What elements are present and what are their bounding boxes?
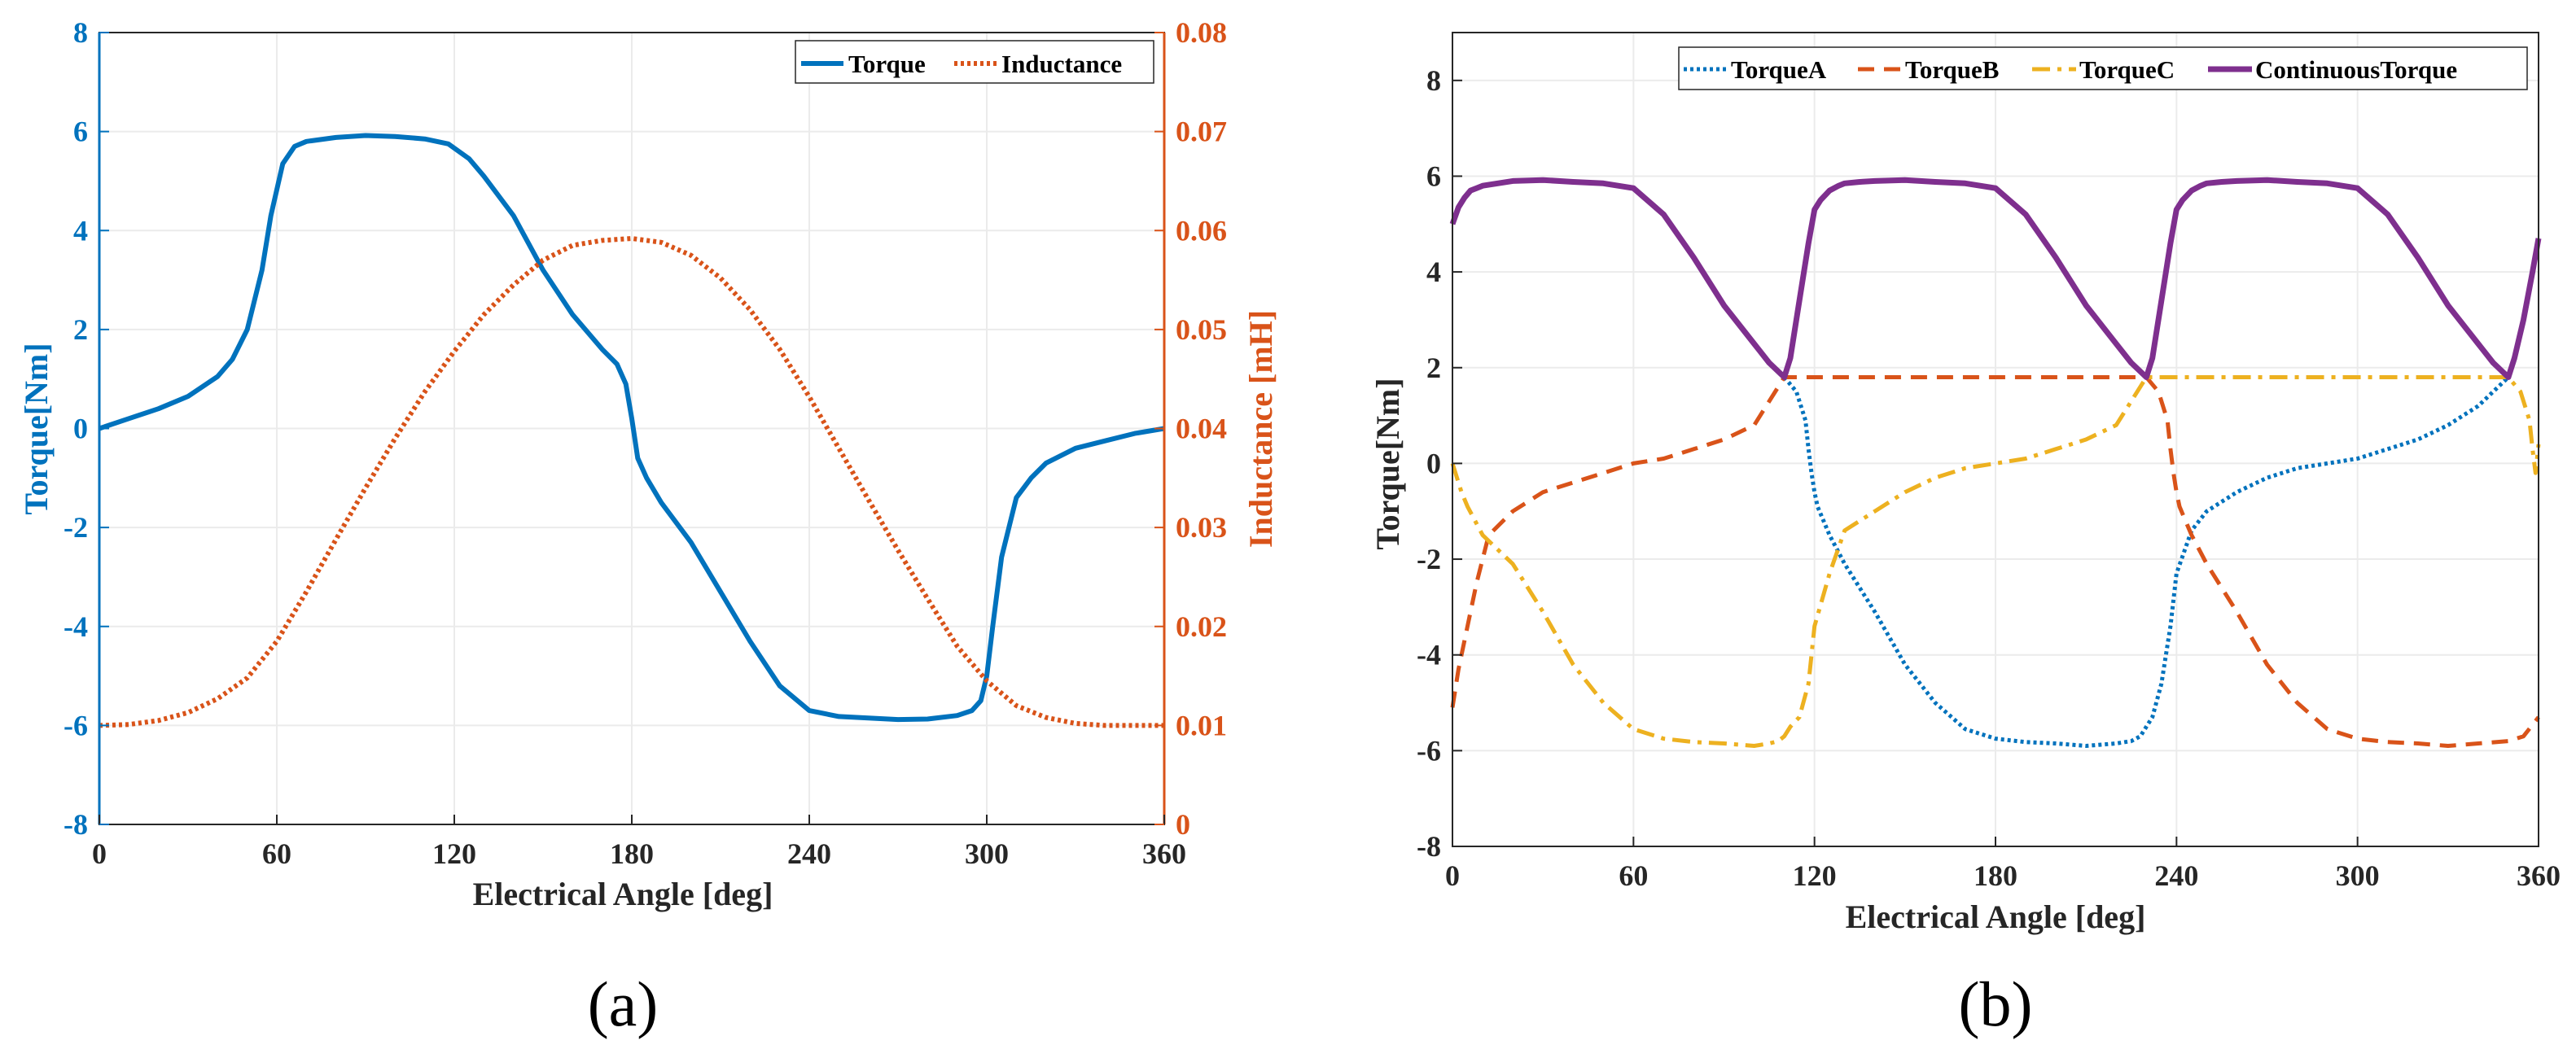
- y-tick-label--4: -4: [1417, 639, 1441, 671]
- y-right-tick-label-0-08: 0.08: [1176, 16, 1227, 49]
- legend-label-continuous-torque: ContinuousTorque: [2255, 55, 2457, 84]
- chart-b-series: [1449, 177, 2542, 748]
- chart-b-ylabel: Torque[Nm]: [1369, 378, 1406, 549]
- x-tick-label-0: 0: [1445, 859, 1460, 892]
- chart-a: 0 60 120 180 240 300 360 -8 -6 -4 -2 0 2 4 6 8 0 0.01 0.02…: [18, 16, 1279, 1039]
- y-tick-label-6: 6: [73, 116, 88, 148]
- legend-label-inductance: Inductance: [1001, 50, 1122, 78]
- y-right-tick-label-0-01: 0.01: [1176, 709, 1227, 741]
- y-right-tick-label-0-02: 0.02: [1176, 610, 1227, 643]
- x-tick-label-360: 360: [2517, 859, 2561, 892]
- y-right-tick-label-0-05: 0.05: [1176, 313, 1227, 346]
- y-right-tick-label-0-03: 0.03: [1176, 511, 1227, 544]
- y-tick-label--8: -8: [1417, 830, 1441, 863]
- chart-b-ticks: 0 60 120 180 240 300 360 -8 -6 -4 -2 0 2 4 6 8: [1417, 64, 2561, 892]
- chart-b-grid: [1452, 33, 2539, 846]
- chart-b-legend-box: [1678, 46, 2528, 90]
- series-line-continuoustorque: [1449, 177, 2542, 380]
- x-tick-label-360: 360: [1142, 837, 1186, 870]
- legend-label-torque: Torque: [848, 50, 926, 78]
- chart-a-legend: Torque Inductance: [795, 40, 1154, 84]
- legend-label-torqueb: TorqueB: [1905, 55, 1999, 84]
- chart-a-ylabel: Torque[Nm]: [18, 343, 55, 514]
- y-tick-label--2: -2: [1417, 543, 1441, 575]
- series-line-torqueb: [1450, 375, 2540, 748]
- y-tick-label-2: 2: [1426, 352, 1441, 384]
- x-tick-label-180: 180: [1974, 859, 2017, 892]
- y-right-tick-label-0-07: 0.07: [1176, 116, 1227, 148]
- y-tick-label--6: -6: [1417, 734, 1441, 767]
- y-tick-label-6: 6: [1426, 160, 1441, 192]
- x-tick-label-240: 240: [787, 837, 831, 870]
- x-tick-label-60: 60: [1619, 859, 1648, 892]
- y-tick-label-8: 8: [73, 16, 88, 49]
- x-tick-label-60: 60: [262, 837, 291, 870]
- caption-b: (b): [1959, 968, 2033, 1039]
- chart-a-xlabel: Electrical Angle [deg]: [473, 876, 773, 912]
- y-tick-label--4: -4: [64, 610, 88, 643]
- x-tick-label-300: 300: [2336, 859, 2380, 892]
- y-tick-label-4: 4: [1426, 256, 1441, 288]
- series-line-inductance: [99, 236, 1164, 728]
- y-tick-label-8: 8: [1426, 64, 1441, 97]
- chart-a-series: [99, 133, 1165, 728]
- series-line-torquea: [1782, 375, 2510, 748]
- chart-b-legend: TorqueA TorqueB TorqueC ContinuousTorque: [1678, 46, 2528, 90]
- legend-label-torquec: TorqueC: [2079, 55, 2175, 84]
- x-tick-label-240: 240: [2154, 859, 2198, 892]
- y-tick-label-2: 2: [73, 313, 88, 346]
- y-tick-label--6: -6: [64, 709, 88, 741]
- x-tick-label-300: 300: [965, 837, 1009, 870]
- x-tick-label-120: 120: [1793, 859, 1837, 892]
- y-tick-label-0: 0: [1426, 447, 1441, 479]
- chart-b: 0 60 120 180 240 300 360 -8 -6 -4 -2 0 2 4 6 8 Electric…: [1369, 32, 2561, 1039]
- x-tick-label-120: 120: [432, 837, 476, 870]
- x-tick-label-0: 0: [92, 837, 107, 870]
- chart-a-ylabel-right: Inductance [mH]: [1242, 310, 1279, 548]
- x-tick-label-180: 180: [610, 837, 654, 870]
- chart-a-ticks: 0 60 120 180 240 300 360 -8 -6 -4 -2 0 2 4 6 8 0 0.01 0.02…: [64, 16, 1227, 870]
- chart-b-xlabel: Electrical Angle [deg]: [1846, 898, 2146, 935]
- y-right-tick-label-0-04: 0.04: [1176, 413, 1227, 445]
- y-right-tick-label-0: 0: [1176, 808, 1190, 841]
- y-tick-label--2: -2: [64, 511, 88, 544]
- y-tick-label-0: 0: [73, 413, 88, 445]
- series-line-torquec: [1450, 375, 2541, 748]
- y-tick-label--8: -8: [64, 808, 88, 841]
- y-right-tick-label-0-06: 0.06: [1176, 214, 1227, 247]
- caption-a: (a): [588, 968, 659, 1039]
- legend-label-torquea: TorqueA: [1731, 55, 1827, 84]
- series-line-torque: [99, 133, 1165, 723]
- y-tick-label-4: 4: [73, 214, 88, 247]
